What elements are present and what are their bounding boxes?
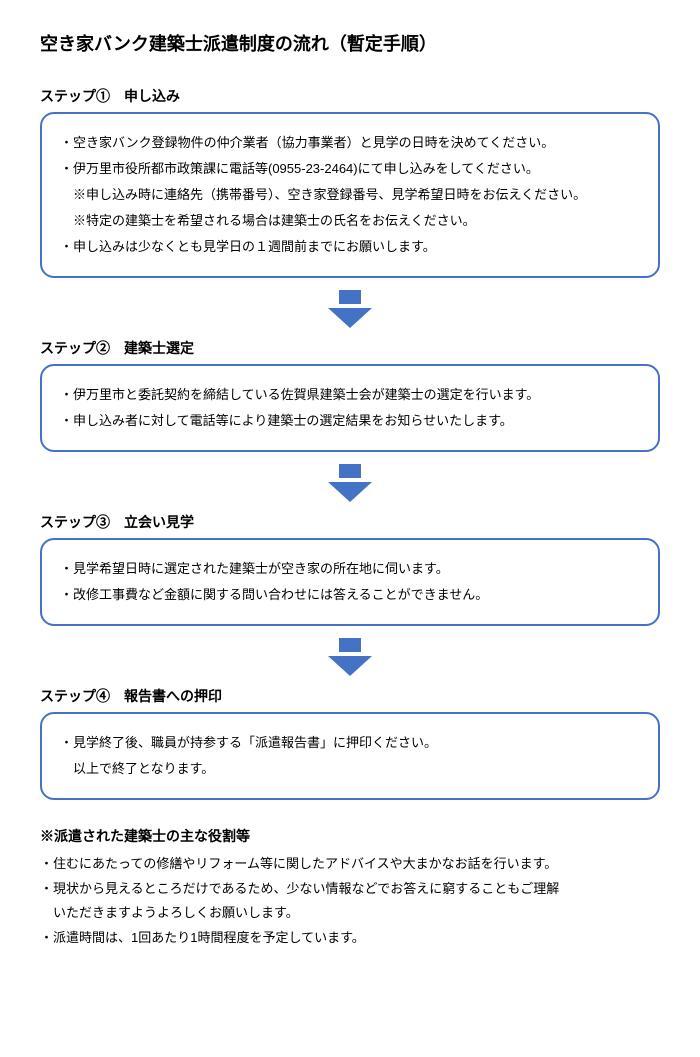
step-1-line: ※特定の建築士を希望される場合は建築士の氏名をお伝えください。 (60, 208, 640, 234)
arrow-down-icon (40, 464, 660, 502)
step-3-line: ・改修工事費など金額に関する問い合わせには答えることができません。 (60, 582, 640, 608)
step-1-line: ※申し込み時に連絡先（携帯番号）、空き家登録番号、見学希望日時をお伝えください。 (60, 182, 640, 208)
step-1-label: ステップ① 申し込み (40, 86, 660, 106)
step-3-label: ステップ③ 立会い見学 (40, 512, 660, 532)
page-title: 空き家バンク建築士派遣制度の流れ（暫定手順） (40, 30, 660, 56)
step-3-box: ・見学希望日時に選定された建築士が空き家の所在地に伺います。 ・改修工事費など金… (40, 538, 660, 626)
arrow-down-icon (40, 290, 660, 328)
step-2-line: ・伊万里市と委託契約を締結している佐賀県建築士会が建築士の選定を行います。 (60, 382, 640, 408)
arrow-down-icon (40, 638, 660, 676)
step-1-line: ・空き家バンク登録物件の仲介業者（協力事業者）と見学の日時を決めてください。 (60, 130, 640, 156)
notes-block: ・住むにあたっての修繕やリフォーム等に関したアドバイスや大まかなお話を行います。… (40, 852, 660, 951)
step-2-box: ・伊万里市と委託契約を締結している佐賀県建築士会が建築士の選定を行います。 ・申… (40, 364, 660, 452)
note-line: ・現状から見えるところだけであるため、少ない情報などでお答えに窮することもご理解 (40, 877, 660, 902)
step-2-line: ・申し込み者に対して電話等により建築士の選定結果をお知らせいたします。 (60, 408, 640, 434)
step-4-line: ・見学終了後、職員が持参する「派遣報告書」に押印ください。 (60, 730, 640, 756)
step-4-box: ・見学終了後、職員が持参する「派遣報告書」に押印ください。 以上で終了となります… (40, 712, 660, 800)
step-1-line: ・申し込みは少なくとも見学日の１週間前までにお願いします。 (60, 234, 640, 260)
step-2-label: ステップ② 建築士選定 (40, 338, 660, 358)
step-4-label: ステップ④ 報告書への押印 (40, 686, 660, 706)
note-line: ・住むにあたっての修繕やリフォーム等に関したアドバイスや大まかなお話を行います。 (40, 852, 660, 877)
note-line: いただきますようよろしくお願いします。 (40, 901, 660, 926)
step-4-line: 以上で終了となります。 (60, 756, 640, 782)
notes-title: ※派遣された建築士の主な役割等 (40, 826, 660, 846)
step-1-line: ・伊万里市役所都市政策課に電話等(0955-23-2464)にて申し込みをしてく… (60, 156, 640, 182)
note-line: ・派遣時間は、1回あたり1時間程度を予定しています。 (40, 926, 660, 951)
step-3-line: ・見学希望日時に選定された建築士が空き家の所在地に伺います。 (60, 556, 640, 582)
step-1-box: ・空き家バンク登録物件の仲介業者（協力事業者）と見学の日時を決めてください。 ・… (40, 112, 660, 278)
